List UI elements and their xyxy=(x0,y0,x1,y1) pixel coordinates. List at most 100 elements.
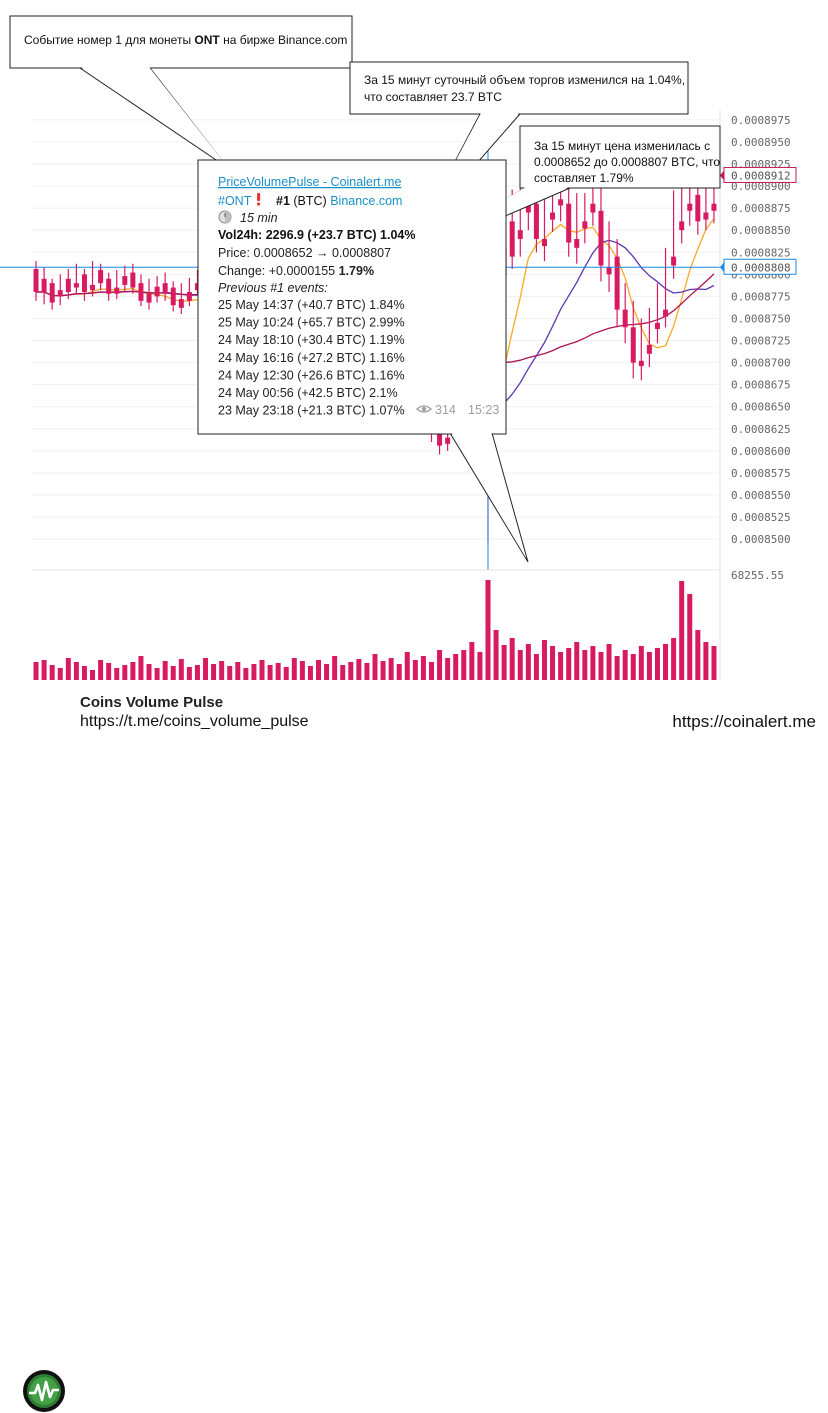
candle-body xyxy=(106,278,112,294)
volume-bar xyxy=(663,644,669,680)
candle-body xyxy=(671,256,677,266)
candle-body xyxy=(138,283,144,301)
candle-body xyxy=(81,274,87,292)
previous-events-title: Previous #1 events: xyxy=(218,281,328,295)
callout-price-line2: 0.0008652 до 0.0008807 BTC, что xyxy=(534,155,720,169)
volume-bar xyxy=(453,654,459,680)
volume-bar xyxy=(654,648,660,680)
eye-icon xyxy=(416,405,432,413)
price-highlight-pointer xyxy=(720,262,724,273)
volume-bar xyxy=(372,654,378,680)
price-tick-label: 0.0008875 xyxy=(731,202,791,215)
candle-body xyxy=(170,287,176,306)
candle-body xyxy=(574,239,580,248)
volume-bar xyxy=(574,642,580,680)
candle-body xyxy=(525,203,531,213)
volume-bar xyxy=(203,658,209,680)
price-tick-label: 0.0008750 xyxy=(731,312,791,325)
volume-bar xyxy=(235,662,241,680)
candle-body xyxy=(445,437,451,444)
volume-series xyxy=(33,580,717,680)
previous-event-item: 24 May 18:10 (+30.4 BTC) 1.19% xyxy=(218,333,405,347)
volume-bar xyxy=(566,648,572,680)
candle-body xyxy=(663,309,669,317)
candle-body xyxy=(679,221,685,231)
candle-body xyxy=(711,203,717,211)
coin-tag-link[interactable]: #ONT xyxy=(218,194,252,208)
post-time: 15:23 xyxy=(468,403,499,417)
candle-body xyxy=(598,210,604,266)
candle-body xyxy=(186,291,192,301)
previous-event-item: 25 May 10:24 (+65.7 BTC) 2.99% xyxy=(218,316,405,330)
price-tick-label: 0.0008625 xyxy=(731,423,791,436)
volume-bar xyxy=(445,658,451,680)
callout-volume-line2: что составляет 23.7 BTC xyxy=(364,90,502,104)
clock-icon xyxy=(218,210,232,224)
candle-body xyxy=(146,293,152,303)
price-tick-label: 0.0008775 xyxy=(731,290,791,303)
candle-body xyxy=(437,427,443,446)
volume-bar xyxy=(477,652,483,680)
volume-bar xyxy=(283,667,289,680)
volume-bar xyxy=(340,665,346,680)
previous-event-item: 24 May 16:16 (+27.2 BTC) 1.16% xyxy=(218,351,405,365)
volume-bar xyxy=(630,654,636,680)
tooltip-title-link[interactable]: PriceVolumePulse - Coinalert.me xyxy=(218,175,401,189)
site-link[interactable]: https://coinalert.me xyxy=(672,712,816,731)
volume-bar xyxy=(227,666,233,680)
candle-body xyxy=(533,203,539,240)
volume-bar xyxy=(703,642,709,680)
price-tick-label: 0.0008500 xyxy=(731,533,791,546)
volume-bar xyxy=(81,666,87,680)
price-tick-label: 0.0008550 xyxy=(731,489,791,502)
candle-body xyxy=(178,299,184,308)
volume-bar xyxy=(525,644,531,680)
candle-body xyxy=(509,221,515,257)
volume-bar xyxy=(49,665,55,680)
price-highlight-pointer xyxy=(720,170,724,181)
volume-bar xyxy=(267,665,273,680)
candle-body xyxy=(550,212,556,220)
volume-bar xyxy=(299,661,305,680)
volume-bar xyxy=(614,656,620,680)
volume-bar xyxy=(388,658,394,680)
candle-body xyxy=(90,284,96,291)
volume-bar xyxy=(33,662,39,680)
candle-body xyxy=(541,239,547,247)
exchange-link[interactable]: Binance.com xyxy=(330,194,402,208)
candle-body xyxy=(194,283,200,291)
volume-bar xyxy=(533,654,539,680)
vol24h-line: Vol24h: 2296.9 (+23.7 BTC) 1.04% xyxy=(218,228,415,242)
volume-bar xyxy=(41,660,47,680)
price-tick-label: 0.0008975 xyxy=(731,114,791,127)
channel-link[interactable]: https://t.me/coins_volume_pulse xyxy=(80,713,309,730)
candle-body xyxy=(703,212,709,220)
candle-body xyxy=(654,322,660,330)
candle-body xyxy=(65,278,71,292)
volume-bar xyxy=(437,650,443,680)
volume-bar xyxy=(57,668,63,680)
volume-bar xyxy=(259,660,265,680)
volume-bar xyxy=(695,630,701,680)
volume-bar xyxy=(73,662,79,680)
tooltip-event-line: #ONT xyxy=(218,194,252,208)
volume-bar xyxy=(178,659,184,680)
callout-price-line1: За 15 минут цена изменилась с xyxy=(534,139,710,153)
candle-body xyxy=(41,278,47,292)
price-tick-label: 0.0008700 xyxy=(731,357,791,370)
candle-body xyxy=(73,283,79,288)
volume-bar xyxy=(138,656,144,680)
alert-tooltip: PriceVolumePulse - Coinalert.me #ONT #1 … xyxy=(197,159,529,563)
callout-event: Событие номер 1 для монеты ONT на бирже … xyxy=(9,15,353,169)
previous-event-item: 23 May 23:18 (+21.3 BTC) 1.07% xyxy=(218,404,405,418)
previous-events-list: 25 May 14:37 (+40.7 BTC) 1.84% 25 May 10:… xyxy=(218,298,405,418)
volume-bar xyxy=(106,663,112,680)
volume-bar xyxy=(671,638,677,680)
price-tick-label: 0.0008825 xyxy=(731,246,791,259)
volume-bar xyxy=(114,668,120,680)
volume-bar xyxy=(493,630,499,680)
volume-bar xyxy=(356,659,362,680)
volume-bar xyxy=(517,650,523,680)
volume-bar xyxy=(412,660,418,680)
volume-bar xyxy=(469,642,475,680)
